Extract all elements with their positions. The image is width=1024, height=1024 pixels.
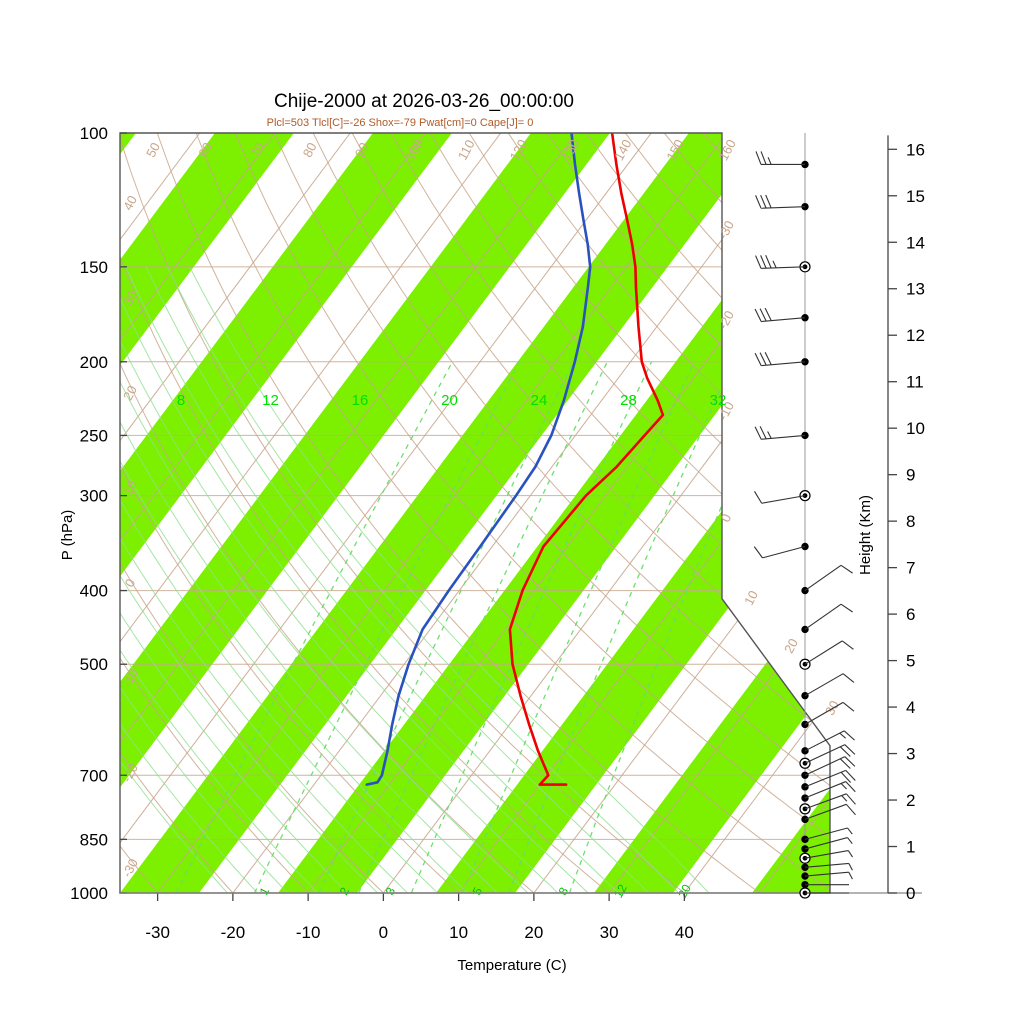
pressure-tick-label: 500	[80, 655, 108, 674]
dry-adiabat-label-left: 30	[120, 288, 140, 308]
pressure-tick-label: 850	[80, 830, 108, 849]
dry-adiabat-label-left: 20	[120, 383, 140, 403]
pressure-tick-label: 200	[80, 353, 108, 372]
mixing-ratio-label: 8	[177, 392, 185, 409]
pressure-tick-label: 100	[80, 124, 108, 143]
pressure-tick-label: 150	[80, 258, 108, 277]
temperature-tick-label: -20	[221, 923, 246, 942]
mixing-ratio-label: 12	[262, 392, 279, 409]
dry-adiabat-label-right: 10	[741, 588, 761, 608]
dewpoint-profile	[365, 133, 592, 786]
mixing-ratio-label: 32	[710, 392, 727, 409]
pressure-tick-label: 400	[80, 582, 108, 601]
mixing-ratio-label: 28	[620, 392, 637, 409]
height-tick-label: 1	[906, 838, 915, 857]
wind-barbs	[753, 151, 856, 899]
height-tick-label: 7	[906, 559, 915, 578]
temperature-tick-label: -10	[296, 923, 321, 942]
pressure-tick-label: 300	[80, 487, 108, 506]
mixing-ratio-label: 16	[352, 392, 369, 409]
page-subtitle: Plcl=503 Tlcl[C]=-26 Shox=-79 Pwat[cm]=0…	[267, 117, 534, 129]
height-tick-label: 8	[906, 512, 915, 531]
height-tick-label: 3	[906, 745, 915, 764]
wind-level-marker	[801, 794, 809, 802]
right-axis-title: Height (Km)	[857, 495, 874, 575]
height-tick-label: 10	[906, 419, 925, 438]
height-tick-label: 16	[906, 140, 925, 159]
height-tick-label: 4	[906, 698, 915, 717]
dry-adiabat-label-top: 60	[195, 140, 215, 160]
dry-adiabat-label-left: 40	[120, 193, 140, 213]
dry-adiabat-label-right: 20	[781, 636, 801, 656]
dry-adiabat-label-right: 30	[822, 698, 842, 718]
dry-adiabat-label-top: 80	[300, 140, 320, 160]
temperature-tick-label: 20	[524, 923, 543, 942]
temperature-tick-label: -30	[145, 923, 170, 942]
mixing-ratio-label: 12	[611, 882, 630, 901]
dry-adiabat-label-top: 70	[247, 140, 267, 160]
temperature-tick-label: 40	[675, 923, 694, 942]
height-tick-label: 5	[906, 652, 915, 671]
mixing-ratio-label: 24	[531, 392, 548, 409]
pressure-tick-label: 250	[80, 426, 108, 445]
page-title: Chije-2000 at 2026-03-26_00:00:00	[274, 91, 574, 112]
mixing-ratio-label: 20	[675, 882, 694, 901]
height-tick-label: 2	[906, 791, 915, 810]
temperature-tick-label: 0	[379, 923, 388, 942]
temperature-profile	[508, 133, 665, 786]
height-tick-label: 11	[906, 373, 924, 392]
height-tick-label: 15	[906, 187, 925, 206]
pressure-tick-label: 1000	[70, 884, 108, 903]
wind-level-marker	[801, 783, 809, 791]
wind-level-marker	[801, 747, 809, 755]
dry-adiabat-label-top: 50	[143, 140, 163, 160]
pressure-tick-label: 700	[80, 766, 108, 785]
height-tick-label: 14	[906, 233, 925, 252]
mixing-ratio-label: 20	[441, 392, 458, 409]
dry-adiabat-label-top: 90	[352, 140, 372, 160]
dry-adiabat-label-left: 10	[120, 478, 140, 498]
wind-level-marker	[801, 720, 809, 729]
y-axis-title: P (hPa)	[59, 510, 76, 561]
temperature-tick-label: 30	[600, 923, 619, 942]
x-axis-title: Temperature (C)	[457, 957, 566, 974]
height-tick-label: 12	[906, 326, 925, 345]
temperature-tick-label: 10	[449, 923, 468, 942]
height-tick-label: 6	[906, 605, 915, 624]
height-tick-label: 0	[906, 884, 915, 903]
height-tick-label: 13	[906, 280, 925, 299]
height-tick-label: 9	[906, 466, 915, 485]
